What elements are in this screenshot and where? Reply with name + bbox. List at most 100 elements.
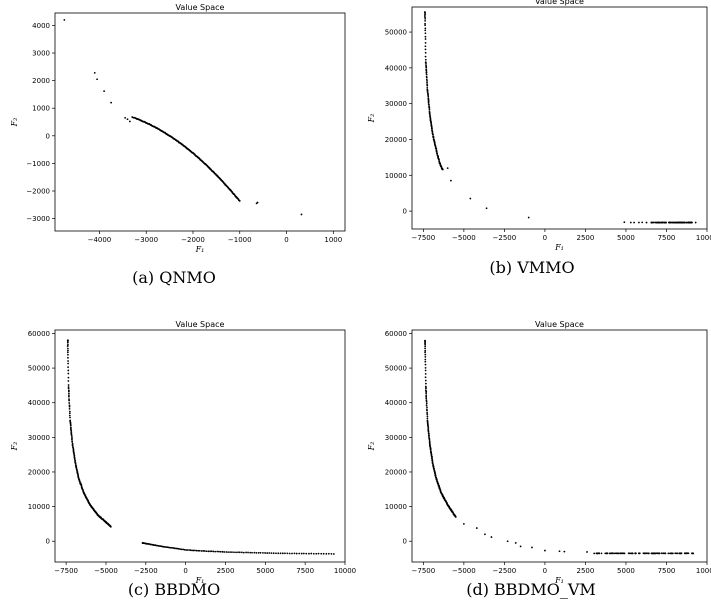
caption-b: (b) VMMO [489,258,575,277]
data-point [182,548,185,551]
data-point [563,550,566,553]
data-point [435,151,438,153]
y-tick-label: 1000 [32,105,50,113]
data-point [428,438,431,441]
data-point [245,551,247,554]
data-point [238,551,241,554]
x-tick-label: 5000 [617,234,635,242]
data-point [327,552,330,555]
data-point [685,221,688,224]
data-point [275,552,277,555]
y-tick-label: 60000 [28,330,50,338]
data-point [291,552,293,555]
data-point [436,152,439,155]
data-point [424,376,427,379]
y-axis-label: F₂ [367,114,376,124]
x-tick-label: 2500 [577,234,595,242]
x-tick-label: −7500 [54,567,78,575]
y-tick-label: 10000 [28,503,50,511]
y-tick-label: 20000 [28,468,50,476]
data-point [308,552,310,555]
data-point [424,55,427,58]
data-point [425,392,428,395]
data-points [424,339,695,555]
data-point [179,548,182,551]
data-point [67,384,70,386]
y-tick-label: 30000 [28,434,50,442]
data-point [424,17,427,20]
data-point [240,551,243,554]
data-point [490,536,493,538]
data-point [658,552,661,555]
data-point [424,41,427,44]
chart-title: Value Space [535,0,584,6]
data-point [435,148,438,151]
data-point [251,551,253,554]
data-point [177,547,180,550]
data-point [514,542,517,544]
data-point [694,221,697,224]
data-point [68,412,71,415]
data-point [424,369,427,372]
y-tick-label: 0 [403,208,407,216]
x-tick-label: 5000 [617,567,635,575]
data-point [426,413,429,416]
data-point [432,133,434,136]
data-point [424,48,427,51]
data-point [654,552,656,555]
x-axis-label: F₁ [554,576,564,585]
data-point [426,83,429,86]
data-point [558,550,561,553]
data-point [277,552,280,555]
data-point [69,424,72,427]
data-point [256,201,259,204]
data-point [73,458,76,461]
data-point [424,11,426,14]
y-tick-label: 0 [46,132,50,140]
y-tick-label: 10000 [385,172,407,180]
data-point [427,426,430,428]
data-point [677,221,680,224]
data-point [221,550,224,553]
x-axis-label: F₁ [195,576,205,585]
data-point [253,551,256,554]
data-point [219,550,222,553]
data-point [424,347,426,350]
data-point [424,367,427,369]
data-point [675,221,678,224]
data-point [424,16,426,19]
data-point [654,221,656,224]
data-point [63,19,66,21]
data-point [427,427,430,430]
chart-d: Value Space −7500 −5000 −2500 0 2500 5000 7500 1… [367,320,711,585]
data-point [75,467,78,470]
data-point [645,221,648,224]
data-point [424,353,427,356]
data-point [690,221,693,224]
data-point [74,462,77,465]
x-tick-label: 10000 [696,234,711,242]
data-point [676,552,679,555]
data-point [218,550,220,553]
data-point [66,345,69,348]
data-point [424,345,427,348]
data-point [207,550,210,553]
data-point [214,550,217,553]
data-point [183,548,186,551]
data-point [462,523,465,525]
data-point [686,552,689,555]
data-point [180,548,183,551]
x-tick-label: −7500 [412,567,436,575]
data-point [176,547,179,550]
data-point [237,551,239,554]
data-point [167,546,170,549]
data-point [124,116,127,119]
data-point [606,552,608,555]
data-point [67,369,70,372]
x-tick-label: 7500 [658,234,676,242]
data-point [484,533,486,536]
data-point [68,399,71,402]
data-point [425,387,427,390]
data-point [426,406,428,409]
y-tick-label: 30000 [385,434,407,442]
